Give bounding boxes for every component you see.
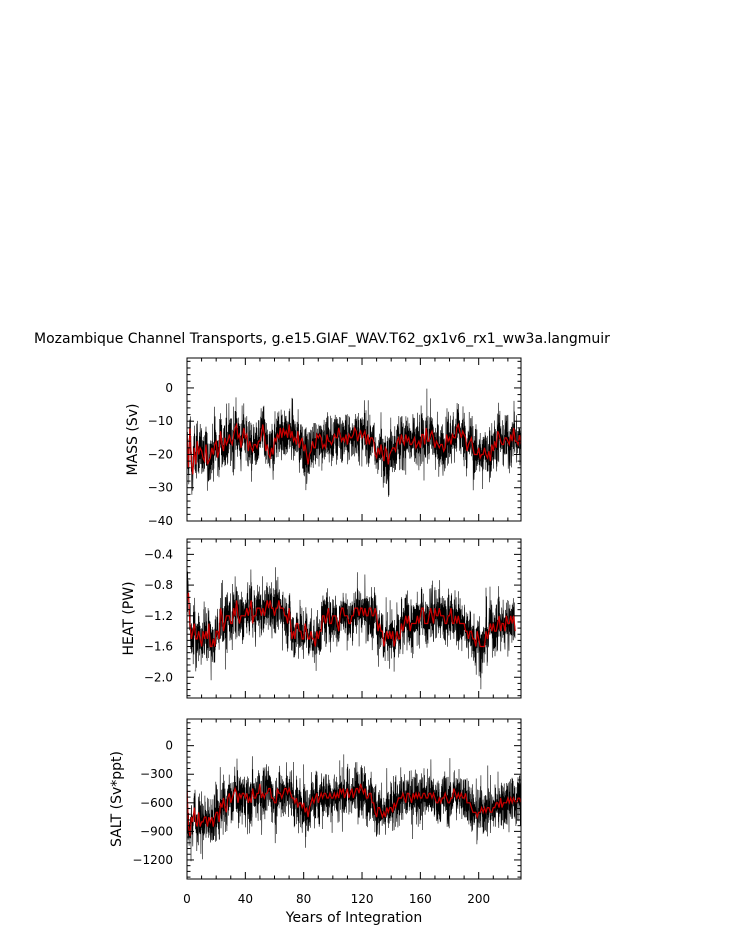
panel-frame — [186, 718, 522, 880]
series-raw-line — [187, 754, 521, 862]
y-tick-label: −600 — [140, 796, 173, 810]
series-raw-line — [187, 388, 521, 497]
y-axis-label: MASS (Sv) — [125, 404, 141, 476]
x-tick-label: 160 — [409, 892, 432, 906]
x-tick-label: 0 — [183, 892, 191, 906]
series-raw-line — [187, 567, 516, 690]
y-tick-label: −10 — [148, 414, 173, 428]
panel-3: −1200 −900 −600 −300 0 SALT (Sv*ppt) — [109, 718, 522, 880]
y-tick-label: −0.8 — [144, 578, 173, 592]
panel-frame — [186, 357, 522, 522]
x-tick-label: 120 — [351, 892, 374, 906]
x-axis-label: Years of Integration — [285, 910, 422, 926]
y-tick-label: −300 — [140, 767, 173, 781]
y-tick-label: −1.6 — [144, 640, 173, 654]
y-tick-label: −2.0 — [144, 670, 173, 684]
x-tick-label: 200 — [467, 892, 490, 906]
panel-frame — [186, 538, 522, 699]
y-tick-label: 0 — [165, 381, 173, 395]
y-axis-label: HEAT (PW) — [121, 581, 137, 655]
panel-2: −2.0 −1.6 −1.2 −0.8 −0.4 HEAT (PW) — [121, 538, 522, 699]
y-tick-label: −1200 — [132, 853, 173, 867]
series-annual-line — [187, 592, 516, 648]
y-tick-label: −0.4 — [144, 547, 173, 561]
y-tick-label: −40 — [148, 514, 173, 528]
x-tick-label: 80 — [296, 892, 311, 906]
y-axis-label: SALT (Sv*ppt) — [109, 751, 125, 847]
y-tick-label: −30 — [148, 481, 173, 495]
y-tick-label: −20 — [148, 447, 173, 461]
y-tick-label: 0 — [165, 739, 173, 753]
chart-title: Mozambique Channel Transports, g.e15.GIA… — [34, 331, 610, 347]
y-tick-label: −900 — [140, 824, 173, 838]
series-annual-line — [187, 783, 521, 837]
x-tick-label: 40 — [238, 892, 253, 906]
panel-1: −40 −30 −20 −10 0 MASS (Sv) — [125, 357, 522, 528]
y-tick-label: −1.2 — [144, 609, 173, 623]
series-annual-line — [187, 422, 521, 475]
